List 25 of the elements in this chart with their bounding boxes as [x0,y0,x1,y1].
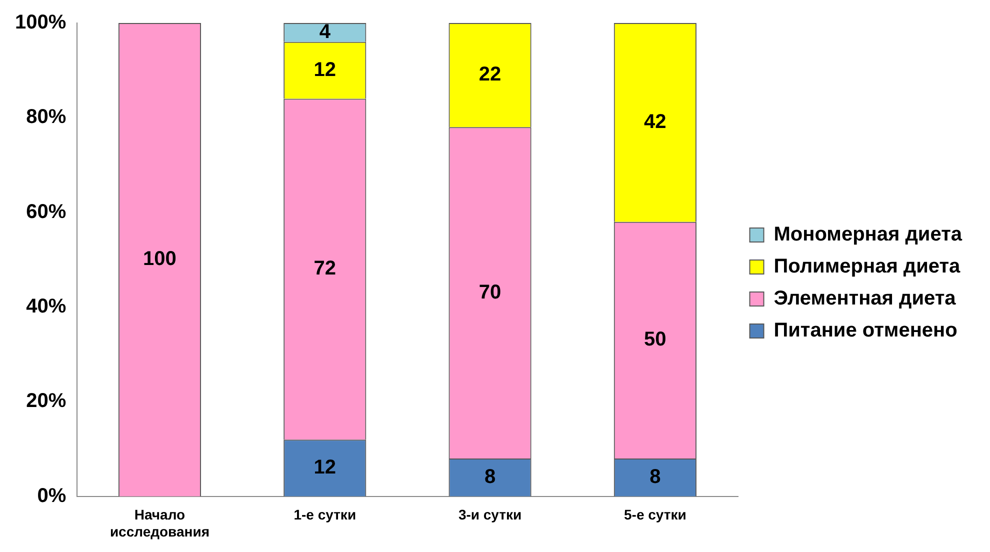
y-tick-label: 0% [37,484,66,507]
data-label: 72 [314,258,336,280]
legend-label: Питание отменено [774,320,958,342]
data-label: 70 [478,281,502,304]
y-tick-label: 20% [26,390,66,412]
data-label: 12 [314,456,336,479]
y-tick-label: 40% [26,296,66,318]
data-label: 4 [319,20,332,43]
data-label: 100 [143,248,176,270]
x-tick-label: 3-и сутки [458,506,522,523]
x-tick-label: Начало исследования [110,506,210,540]
legend-label: Элементная диета [774,288,957,310]
data-label: 8 [650,466,661,488]
data-label: 50 [644,328,666,351]
data-label: 42 [644,110,666,133]
legend-label: Полимерная диета [774,256,962,278]
x-tick-label: 5-е сутки [624,506,686,523]
y-tick-label: 80% [26,106,66,128]
legend-label: Мономерная диета [774,224,963,246]
x-tick-label: 1-е сутки [294,506,356,523]
data-label: 8 [484,466,496,488]
data-label: 12 [314,58,336,81]
data-label: 22 [478,64,502,86]
y-tick-label: 100% [14,12,66,34]
y-tick-label: 60% [26,200,66,223]
